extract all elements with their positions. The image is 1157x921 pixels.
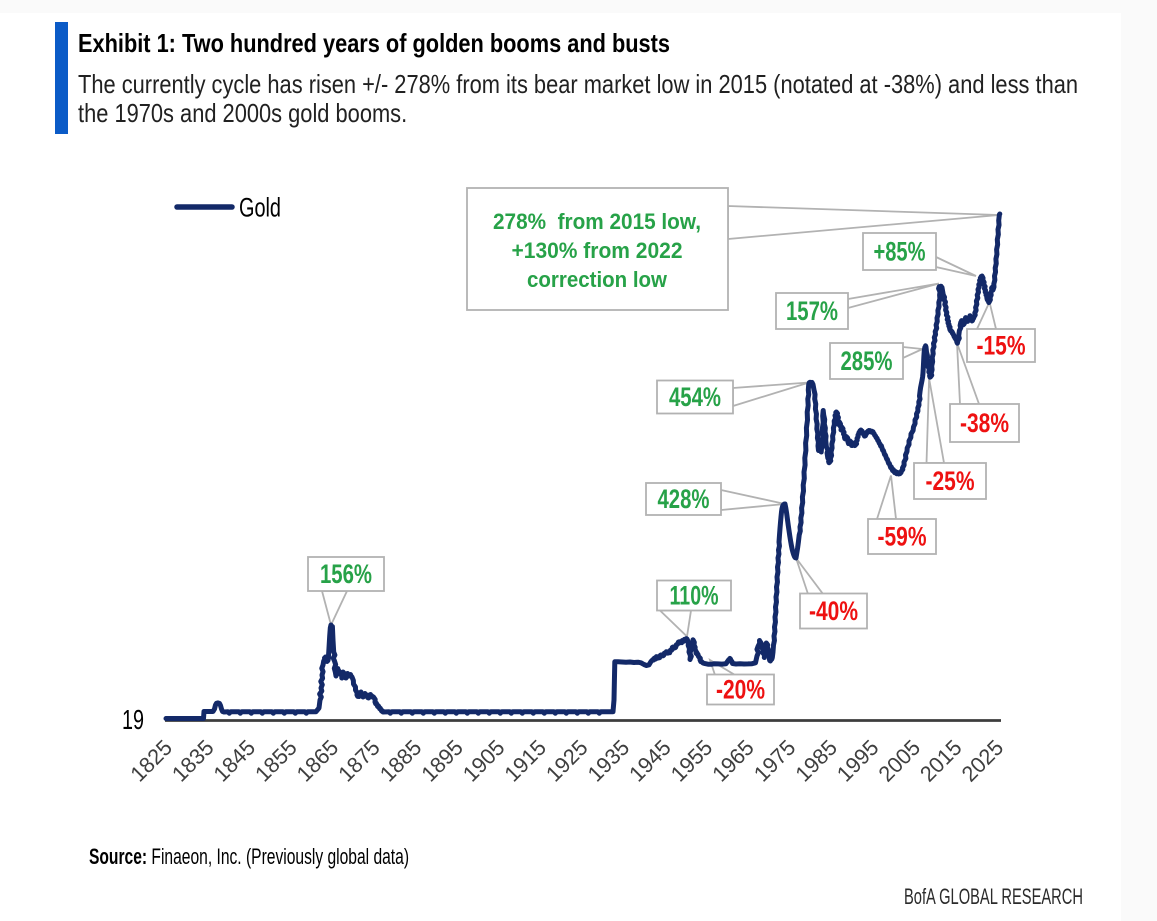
svg-text:+85%: +85%: [874, 237, 926, 267]
svg-text:correction low: correction low: [527, 267, 667, 292]
svg-text:-15%: -15%: [977, 331, 1026, 361]
svg-text:454%: 454%: [669, 382, 721, 412]
svg-text:-25%: -25%: [926, 466, 975, 496]
svg-text:2005: 2005: [874, 735, 926, 787]
svg-text:2025: 2025: [957, 735, 1009, 787]
svg-text:Gold: Gold: [239, 193, 281, 223]
svg-text:428%: 428%: [658, 484, 710, 514]
svg-text:1945: 1945: [624, 735, 676, 787]
svg-text:-38%: -38%: [960, 408, 1009, 438]
svg-text:1995: 1995: [832, 735, 884, 787]
svg-text:1965: 1965: [707, 735, 759, 787]
svg-text:1865: 1865: [292, 735, 344, 787]
svg-text:-20%: -20%: [716, 675, 765, 705]
svg-text:1895: 1895: [416, 735, 468, 787]
svg-text:1935: 1935: [583, 735, 635, 787]
svg-text:157%: 157%: [786, 296, 838, 326]
svg-text:285%: 285%: [841, 346, 893, 376]
svg-text:1885: 1885: [375, 735, 427, 787]
svg-text:19: 19: [122, 704, 144, 735]
svg-text:2015: 2015: [915, 735, 967, 787]
svg-text:1975: 1975: [749, 735, 801, 787]
svg-text:110%: 110%: [670, 581, 719, 611]
svg-text:1835: 1835: [167, 735, 219, 787]
svg-text:1905: 1905: [458, 735, 510, 787]
svg-text:1925: 1925: [541, 735, 593, 787]
svg-text:1985: 1985: [790, 735, 842, 787]
svg-text:1915: 1915: [499, 735, 551, 787]
svg-text:+130% from 2022: +130% from 2022: [512, 238, 683, 263]
svg-text:-40%: -40%: [809, 596, 858, 626]
svg-text:1955: 1955: [666, 735, 718, 787]
svg-text:1855: 1855: [250, 735, 302, 787]
svg-text:1875: 1875: [333, 735, 385, 787]
svg-text:1845: 1845: [209, 735, 261, 787]
svg-text:156%: 156%: [320, 559, 372, 589]
svg-text:-59%: -59%: [878, 522, 927, 552]
svg-text:278% from 2015 low,: 278% from 2015 low,: [493, 209, 701, 234]
svg-text:1825: 1825: [125, 735, 177, 787]
